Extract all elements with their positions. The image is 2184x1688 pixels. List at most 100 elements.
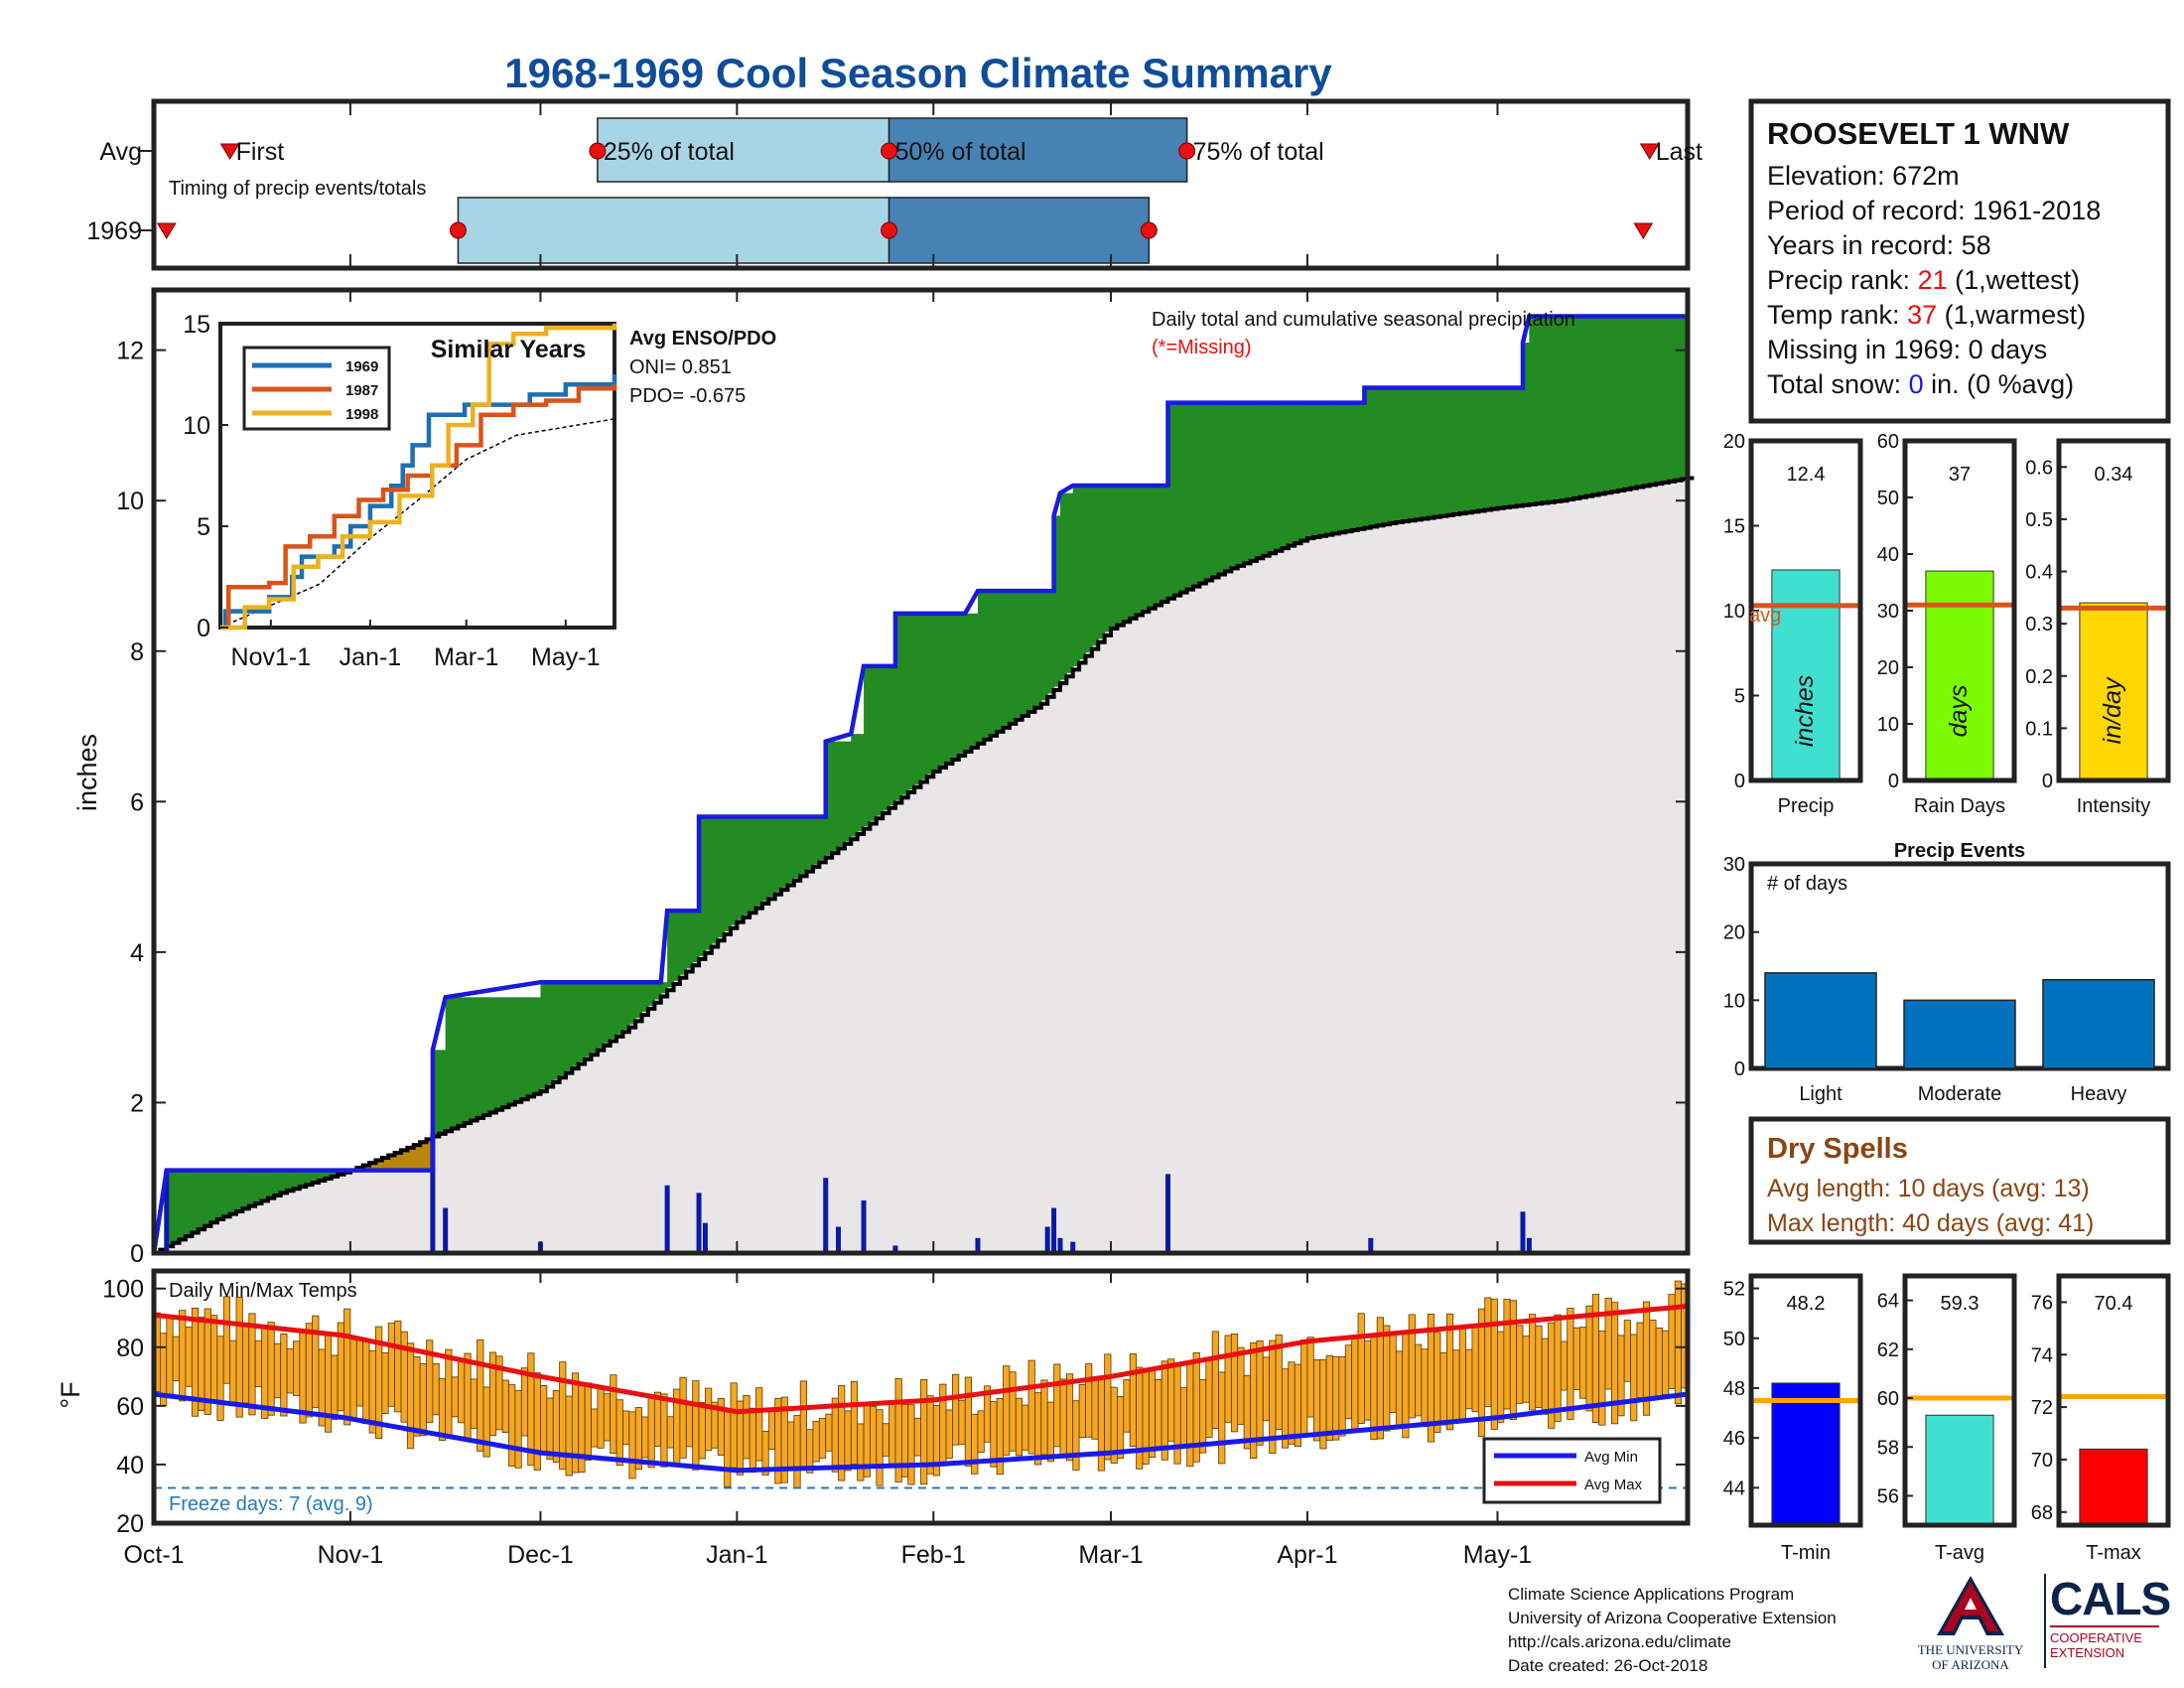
temp-average-2-bar	[2079, 1448, 2148, 1526]
temp-average-2-frame	[2056, 1273, 2171, 1528]
daily-temp-bar	[1072, 1400, 1080, 1471]
month-tick-label: Apr-1	[1277, 1541, 1337, 1569]
daily-temp-bar	[996, 1397, 1004, 1476]
precip-surplus-fill	[458, 997, 466, 1125]
precip-surplus-fill	[679, 911, 687, 975]
precip-surplus-fill	[1421, 387, 1429, 519]
daily-temp-bar	[1484, 1297, 1492, 1407]
precip-events-title: Precip Events	[1894, 840, 2025, 862]
season-total-2-y-tick-label: 0.1	[2025, 718, 2053, 740]
avg-max-line	[153, 1303, 1689, 1415]
daily-temp-bar	[1224, 1335, 1232, 1423]
precip-surplus-fill	[1459, 387, 1467, 513]
precip-surplus-fill	[907, 613, 915, 790]
temp-average-0-y-tick-label: 46	[1723, 1428, 1745, 1450]
daily-temp-bar	[305, 1323, 314, 1418]
precip-surplus-fill	[1529, 316, 1537, 504]
precip-deficit-fill	[426, 1137, 434, 1171]
daily-precip-bar	[823, 1178, 829, 1253]
timing-50-label: 50% of total	[895, 138, 1026, 166]
precip-surplus-fill	[604, 982, 612, 1044]
precip-surplus-fill	[857, 734, 865, 832]
daily-temp-bar	[432, 1362, 440, 1416]
daily-temp-bar	[628, 1411, 636, 1479]
precip-surplus-fill	[1079, 486, 1087, 660]
timing-avg-first-marker	[219, 143, 240, 160]
precip-surplus-fill	[888, 665, 896, 806]
precip-surplus-fill	[1085, 486, 1093, 653]
precip-surplus-fill	[1605, 316, 1612, 492]
daily-temp-bar	[945, 1409, 953, 1460]
daily-temp-bar	[1395, 1350, 1404, 1428]
precip-surplus-fill	[1136, 486, 1144, 614]
station-elevation: Elevation: 672m	[1767, 161, 1960, 191]
daily-temp-bar	[1662, 1330, 1670, 1395]
daily-temp-bar	[331, 1354, 339, 1421]
enso-oni: ONI= 0.851	[629, 356, 732, 378]
precip-surplus-fill	[1370, 387, 1378, 526]
precip-event-category-label: Moderate	[1918, 1083, 2002, 1105]
timing-avg-75-marker	[1178, 142, 1196, 160]
daily-temp-bar	[1262, 1356, 1271, 1422]
daily-temp-bar	[1104, 1353, 1112, 1461]
daily-temp-bar	[990, 1401, 998, 1468]
precip-surplus-fill	[761, 816, 769, 902]
daily-temp-bar	[210, 1315, 218, 1403]
similar-x-tick-label: May-1	[531, 643, 600, 671]
precip-surplus-fill	[325, 1170, 333, 1178]
daily-temp-bar	[166, 1316, 174, 1396]
precip-surplus-fill	[1016, 591, 1024, 718]
daily-temp-bar	[1415, 1343, 1423, 1417]
daily-temp-bar	[1421, 1348, 1429, 1428]
daily-temp-bar	[1040, 1379, 1048, 1456]
precip-surplus-fill	[1142, 486, 1150, 611]
precip-surplus-fill	[1478, 387, 1486, 510]
precip-surplus-fill	[1415, 387, 1423, 519]
precip-surplus-fill	[851, 734, 859, 837]
precip-surplus-fill	[984, 591, 992, 738]
precip-surplus-fill	[667, 911, 675, 988]
precip-surplus-fill	[1123, 486, 1131, 621]
daily-temp-bar	[299, 1329, 307, 1424]
precip-surplus-fill	[293, 1170, 301, 1189]
precip-surplus-fill	[1573, 316, 1581, 498]
precip-surplus-fill	[477, 997, 484, 1117]
precip-surplus-fill	[718, 816, 726, 938]
precip-event-bar-moderate	[1903, 999, 2016, 1069]
precip-deficit-fill	[369, 1161, 377, 1171]
precip-surplus-fill	[464, 997, 472, 1122]
precip-surplus-fill	[261, 1170, 269, 1200]
daily-temp-bar	[1167, 1358, 1175, 1442]
daily-temp-bar	[533, 1372, 541, 1471]
daily-temp-bar	[825, 1413, 833, 1452]
daily-temp-bar	[1338, 1356, 1346, 1437]
station-name: ROOSEVELT 1 WNW	[1767, 116, 2070, 151]
daily-temp-bar	[387, 1323, 396, 1407]
precip-deficit-fill	[407, 1146, 415, 1171]
temp-average-1-label: T-avg	[1935, 1542, 1984, 1564]
precip-surplus-fill	[185, 1170, 193, 1235]
precip-y-tick-label: 2	[130, 1089, 144, 1117]
precip-surplus-fill	[179, 1170, 187, 1238]
daily-temp-bar	[1129, 1353, 1137, 1448]
daily-temp-bar	[1078, 1383, 1086, 1439]
precip-surplus-fill	[1098, 486, 1106, 639]
precip-surplus-fill	[774, 816, 782, 893]
precip-surplus-fill	[1452, 387, 1460, 514]
precip-surplus-fill	[920, 613, 928, 779]
daily-temp-bar	[1471, 1327, 1479, 1413]
daily-temp-bar	[724, 1409, 732, 1487]
precip-surplus-fill	[686, 911, 694, 969]
season-total-1-y-tick-label: 50	[1877, 488, 1899, 509]
similar-legend-label: 1987	[345, 382, 378, 399]
daily-temp-bar	[1085, 1363, 1093, 1438]
precip-surplus-fill	[205, 1170, 212, 1225]
season-total-1-value: 37	[1949, 464, 1971, 486]
temp-average-0-y-tick-label: 50	[1723, 1329, 1745, 1350]
precip-surplus-fill	[699, 816, 707, 956]
arizona-a-icon	[1937, 1576, 2004, 1635]
precip-surplus-fill	[1034, 591, 1042, 706]
precip-surplus-fill	[1681, 316, 1689, 480]
daily-precip-bar	[1057, 1237, 1063, 1253]
